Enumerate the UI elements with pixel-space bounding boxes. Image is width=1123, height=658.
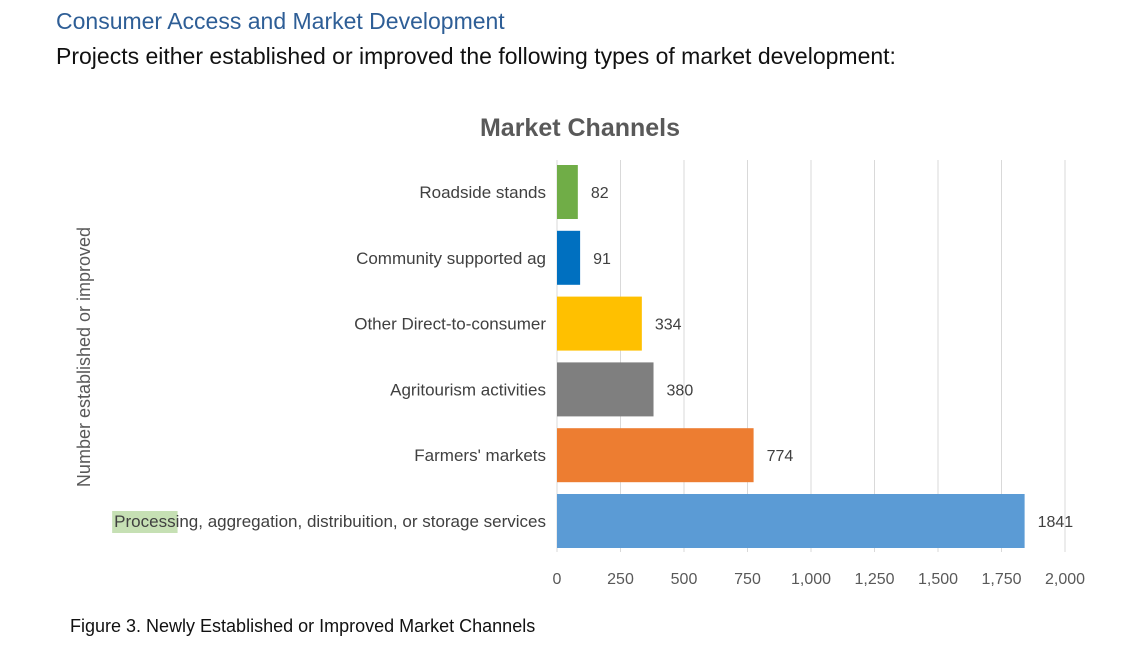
category-label: Community supported ag <box>356 249 546 268</box>
section-heading: Consumer Access and Market Development <box>56 8 505 34</box>
x-tick-label: 500 <box>671 571 698 588</box>
x-tick-label: 1,000 <box>791 571 831 588</box>
bar <box>557 494 1025 548</box>
figure-caption: Figure 3. Newly Established or Improved … <box>70 616 536 636</box>
chart-title: Market Channels <box>480 114 680 142</box>
bar <box>557 165 578 219</box>
x-tick-label: 1,500 <box>918 571 958 588</box>
data-label: 1841 <box>1038 514 1074 531</box>
x-tick-label: 2,000 <box>1045 571 1085 588</box>
data-label: 334 <box>655 317 682 334</box>
x-tick-label: 1,250 <box>854 571 894 588</box>
x-tick-label: 750 <box>734 571 761 588</box>
category-label: Agritourism activities <box>390 380 546 399</box>
data-label: 82 <box>591 185 609 202</box>
bar <box>557 428 754 483</box>
text-highlight <box>112 511 178 533</box>
category-label: Other Direct-to-consumer <box>354 315 546 334</box>
category-label: Farmers' markets <box>414 446 546 465</box>
x-tick-label: 0 <box>553 571 562 588</box>
market-channels-chart: Market Channels Number established or im… <box>74 114 1085 588</box>
bar <box>557 230 581 285</box>
category-label: Roadside stands <box>419 183 546 202</box>
data-label: 91 <box>593 251 611 268</box>
x-tick-label: 250 <box>607 571 634 588</box>
bar <box>557 362 654 417</box>
data-label: 774 <box>767 448 794 465</box>
bar <box>557 296 642 351</box>
intro-text: Projects either established or improved … <box>56 43 896 69</box>
category-label: Processing, aggregation, distribuition, … <box>114 512 546 531</box>
y-axis-label: Number established or improved <box>74 227 94 487</box>
data-label: 380 <box>667 382 694 399</box>
x-tick-label: 1,750 <box>981 571 1021 588</box>
